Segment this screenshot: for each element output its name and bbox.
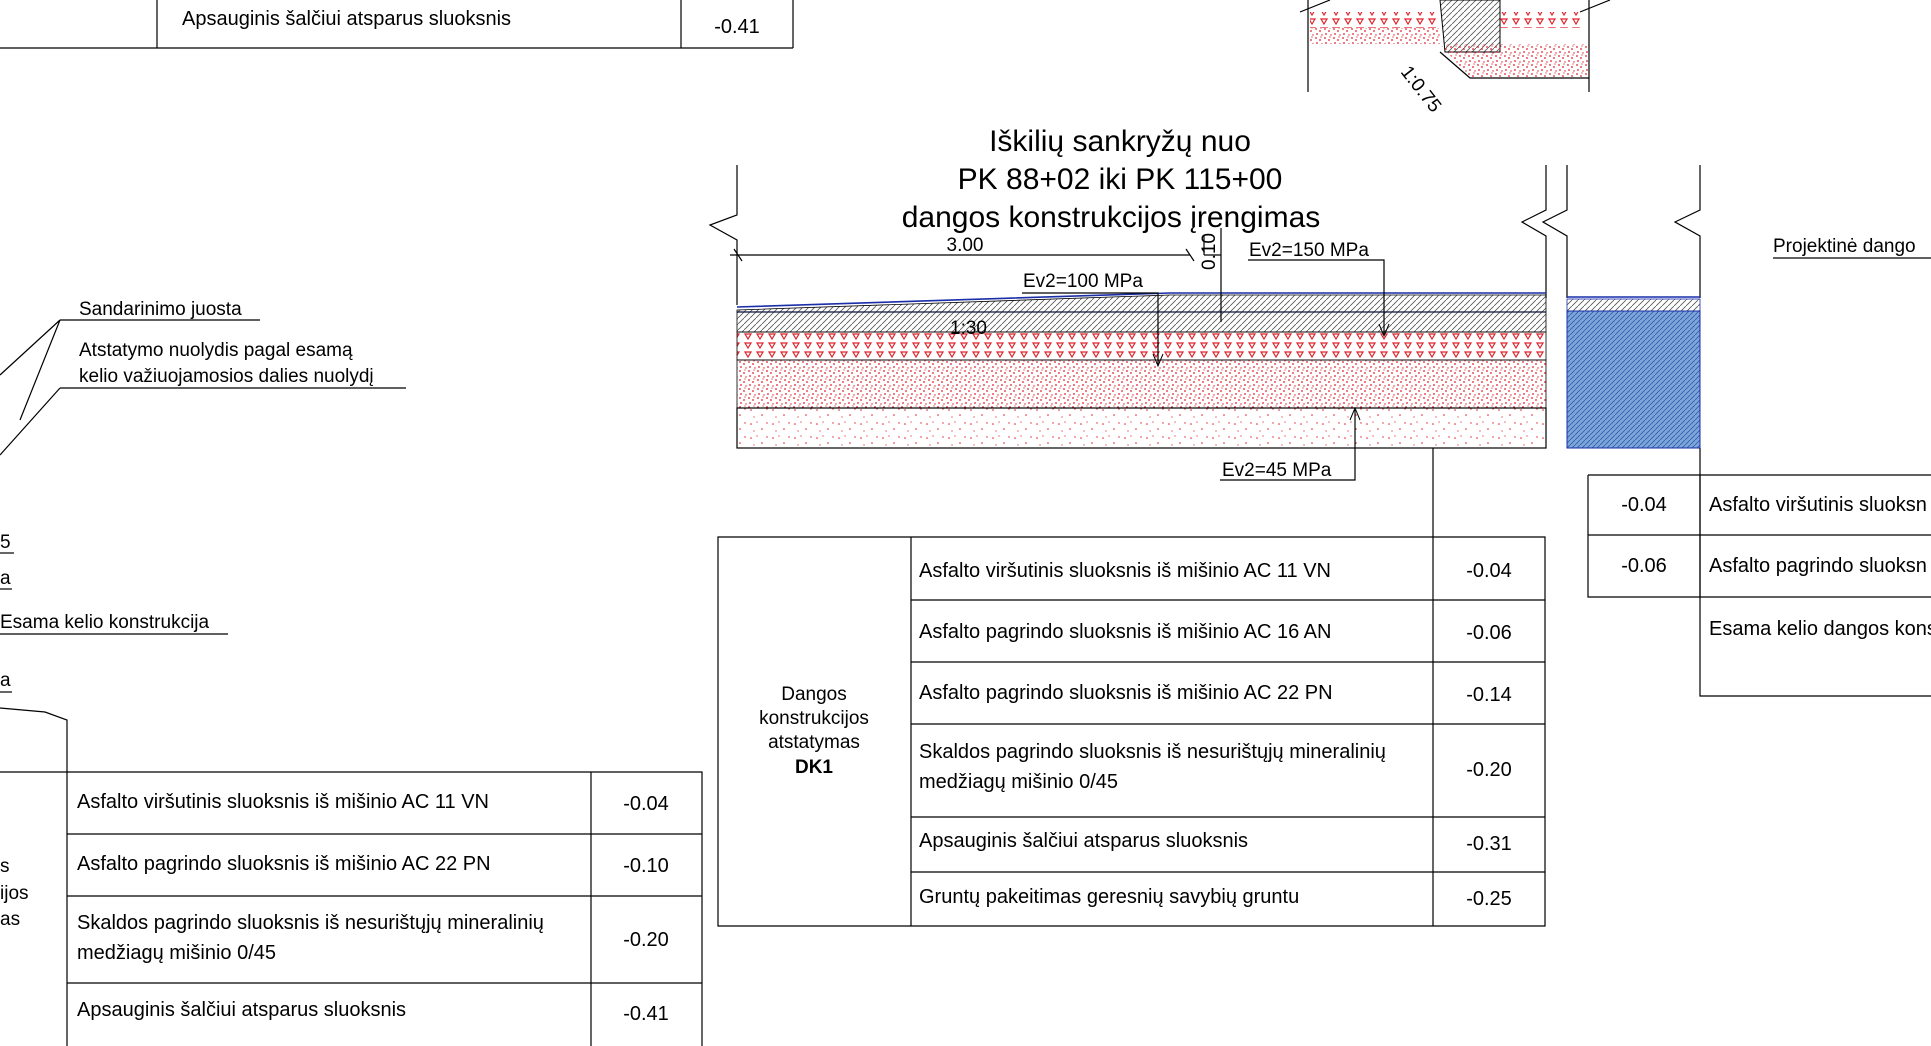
- title-line-2: PK 88+02 iki PK 115+00: [958, 163, 1283, 196]
- table-cell-label: Asfalto pagrindo sluoksnis iš mišinio AC…: [77, 853, 491, 875]
- side-slope-label: 1:0.75: [1396, 62, 1445, 117]
- table-cell-value: -0.10: [623, 855, 669, 877]
- slope-detail: 1:0.75: [1299, 0, 1611, 117]
- top-left-table: Apsauginis šalčiui atsparus sluoksnis -0…: [0, 0, 794, 49]
- title-line-3: dangos konstrukcijos įrengimas: [902, 201, 1321, 234]
- dk1-table: Dangos konstrukcijos atstatymas DK1 Asfa…: [717, 536, 1546, 927]
- slope-note-line-1: Atstatymo nuolydis pagal esamą: [79, 340, 353, 361]
- table-cell-value: -0.20: [623, 929, 669, 951]
- dk1-heading-line-3: atstatymas: [768, 732, 860, 753]
- dk1-heading-line-1: Dangos: [781, 684, 847, 705]
- table-cell-label-2: medžiagų mišinio 0/45: [77, 942, 276, 964]
- table-cell-label: Asfalto viršutinis sluoksnis iš mišinio …: [77, 791, 489, 813]
- table-cell-label: Esama kelio dangos kons: [1709, 618, 1931, 640]
- right-table: -0.04 Asfalto viršutinis sluoksn -0.06 A…: [1587, 448, 1931, 697]
- left-annotations: Sandarinimo juosta Atstatymo nuolydis pa…: [0, 299, 406, 772]
- table-cell-label: Asfalto pagrindo sluoksnis iš mišinio AC…: [919, 682, 1333, 704]
- ev-bottom-label: Ev2=45 MPa: [1222, 460, 1332, 481]
- bottom-left-table: s ijos as Asfalto viršutinis sluoksnis i…: [0, 771, 703, 1046]
- table-cell-value: -0.04: [1621, 494, 1667, 516]
- sealing-strip-label: Sandarinimo juosta: [79, 299, 242, 320]
- table-cell-label: Asfalto pagrindo sluoksnis iš mišinio AC…: [919, 621, 1331, 643]
- bottom-heading-fragment-2: ijos: [0, 883, 29, 904]
- table-cell-value: -0.41: [714, 16, 760, 38]
- table-cell-label: Skaldos pagrindo sluoksnis iš nesurištųj…: [77, 912, 544, 934]
- dimension-thickness: 0.10: [1199, 233, 1220, 270]
- table-cell-value: -0.06: [1466, 622, 1512, 644]
- drawing-title: Iškilių sankryžų nuo PK 88+02 iki PK 115…: [902, 125, 1321, 234]
- table-cell-value: -0.31: [1466, 833, 1512, 855]
- bottom-heading-fragment-1: s: [0, 856, 10, 877]
- table-cell-value: -0.41: [623, 1003, 669, 1025]
- pavement-section: 3.00 0.10 1:30 Ev2=100 MPa Ev2=150 MPa E…: [708, 165, 1701, 537]
- existing-road-label: Esama kelio konstrukcija: [0, 612, 210, 633]
- table-cell-label: Asfalto viršutinis sluoksn: [1709, 494, 1927, 516]
- ev-top-right-label: Ev2=150 MPa: [1249, 240, 1369, 261]
- table-cell-label: Apsauginis šalčiui atsparus sluoksnis: [182, 8, 511, 30]
- dk1-heading-line-2: konstrukcijos: [759, 708, 869, 729]
- title-line-1: Iškilių sankryžų nuo: [989, 125, 1251, 158]
- slope-note-line-2: kelio važiuojamosios dalies nuolydį: [79, 366, 374, 387]
- partial-label-a2: a: [0, 670, 11, 691]
- table-cell-label: Apsauginis šalčiui atsparus sluoksnis: [919, 830, 1248, 852]
- ev-top-left-label: Ev2=100 MPa: [1023, 271, 1143, 292]
- table-cell-value: -0.04: [623, 793, 669, 815]
- projected-pavement-label: Projektinė dango: [1773, 236, 1916, 257]
- table-cell-label-2: medžiagų mišinio 0/45: [919, 771, 1118, 793]
- table-cell-value: -0.06: [1621, 555, 1667, 577]
- table-cell-value: -0.14: [1466, 684, 1512, 706]
- table-cell-label: Skaldos pagrindo sluoksnis iš nesurištųj…: [919, 741, 1386, 763]
- slope-label: 1:30: [950, 318, 987, 339]
- projected-pavement-leader: Projektinė dango: [1773, 236, 1931, 259]
- table-cell-value: -0.25: [1466, 888, 1512, 910]
- partial-label-a1: a: [0, 568, 11, 589]
- partial-label-5: 5: [0, 532, 11, 553]
- table-cell-value: -0.20: [1466, 759, 1512, 781]
- bottom-heading-fragment-3: as: [0, 909, 20, 930]
- table-cell-label: Apsauginis šalčiui atsparus sluoksnis: [77, 999, 406, 1021]
- dk1-heading-code: DK1: [795, 757, 833, 778]
- dimension-width: 3.00: [947, 235, 984, 256]
- table-cell-label: Asfalto pagrindo sluoksn: [1709, 555, 1927, 577]
- table-cell-label: Asfalto viršutinis sluoksnis iš mišinio …: [919, 560, 1331, 582]
- table-cell-value: -0.04: [1466, 560, 1512, 582]
- table-cell-label: Gruntų pakeitimas geresnių savybių grunt…: [919, 886, 1299, 908]
